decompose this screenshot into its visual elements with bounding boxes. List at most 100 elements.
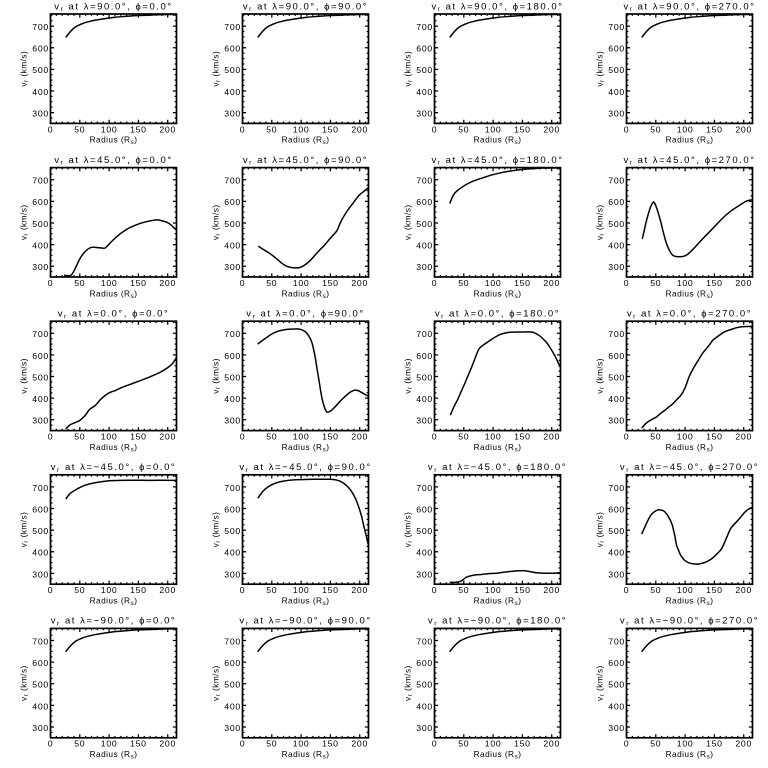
svg-text:700: 700 [416,636,433,646]
svg-text:300: 300 [416,109,433,119]
svg-text:700: 700 [32,329,49,339]
svg-text:0: 0 [48,585,54,595]
svg-text:150: 150 [706,278,723,288]
svg-text:0: 0 [624,124,630,134]
svg-text:400: 400 [416,701,433,711]
svg-text:vr (km/s): vr (km/s) [211,512,223,548]
svg-text:300: 300 [416,723,433,733]
svg-text:500: 500 [32,372,49,382]
svg-text:150: 150 [514,432,531,442]
svg-text:300: 300 [416,262,433,272]
svg-text:300: 300 [32,569,49,579]
svg-text:500: 500 [608,372,625,382]
svg-text:300: 300 [32,109,49,119]
svg-text:50: 50 [650,432,661,442]
svg-text:700: 700 [224,329,241,339]
svg-text:200: 200 [735,432,752,442]
svg-text:400: 400 [32,394,49,404]
svg-text:300: 300 [32,416,49,426]
svg-text:vr (km/s): vr (km/s) [403,665,415,701]
svg-text:100: 100 [293,739,310,749]
svg-text:400: 400 [224,394,241,404]
svg-text:300: 300 [608,569,625,579]
svg-text:Radius (Rs): Radius (Rs) [666,596,714,608]
svg-text:500: 500 [608,680,625,690]
svg-text:200: 200 [735,585,752,595]
svg-text:Radius (Rs): Radius (Rs) [666,749,714,761]
svg-text:150: 150 [130,124,147,134]
svg-text:700: 700 [224,176,241,186]
svg-text:300: 300 [416,416,433,426]
svg-text:600: 600 [224,351,241,361]
svg-text:0: 0 [432,739,438,749]
svg-text:500: 500 [416,65,433,75]
svg-text:vr (km/s): vr (km/s) [595,512,607,548]
svg-text:Radius (Rs): Radius (Rs) [666,288,714,300]
svg-text:vr at λ=−90.0°, ϕ=270.0°: vr at λ=−90.0°, ϕ=270.0° [620,616,759,628]
svg-text:200: 200 [159,124,176,134]
svg-text:700: 700 [32,176,49,186]
svg-text:50: 50 [650,278,661,288]
svg-text:300: 300 [608,262,625,272]
svg-text:vr at λ=90.0°, ϕ=90.0°: vr at λ=90.0°, ϕ=90.0° [243,1,368,13]
svg-text:50: 50 [458,585,469,595]
svg-text:700: 700 [608,636,625,646]
svg-text:100: 100 [101,124,118,134]
svg-text:600: 600 [608,44,625,54]
svg-text:100: 100 [101,278,118,288]
svg-text:Radius (Rs): Radius (Rs) [666,135,714,147]
svg-text:400: 400 [32,241,49,251]
svg-text:Radius (Rs): Radius (Rs) [474,749,522,761]
svg-text:100: 100 [677,432,694,442]
svg-text:100: 100 [485,432,502,442]
svg-text:700: 700 [224,22,241,32]
svg-text:300: 300 [608,416,625,426]
svg-text:vr (km/s): vr (km/s) [211,204,223,240]
svg-text:0: 0 [240,124,246,134]
svg-text:vr (km/s): vr (km/s) [211,665,223,701]
svg-text:vr at λ=45.0°, ϕ=270.0°: vr at λ=45.0°, ϕ=270.0° [623,155,755,167]
svg-text:vr at λ=−45.0°, ϕ=0.0°: vr at λ=−45.0°, ϕ=0.0° [51,462,177,474]
svg-text:50: 50 [74,124,85,134]
svg-text:700: 700 [224,636,241,646]
svg-text:400: 400 [32,701,49,711]
svg-text:Radius (Rs): Radius (Rs) [90,288,138,300]
svg-text:Radius (Rs): Radius (Rs) [282,442,330,454]
svg-text:Radius (Rs): Radius (Rs) [666,442,714,454]
svg-text:vr at λ=45.0°, ϕ=0.0°: vr at λ=45.0°, ϕ=0.0° [54,155,172,167]
svg-text:150: 150 [706,432,723,442]
svg-text:100: 100 [485,124,502,134]
svg-text:Radius (Rs): Radius (Rs) [474,596,522,608]
svg-text:50: 50 [74,432,85,442]
svg-text:vr (km/s): vr (km/s) [19,512,31,548]
svg-text:vr (km/s): vr (km/s) [211,358,223,394]
svg-text:150: 150 [130,278,147,288]
svg-text:150: 150 [322,432,339,442]
svg-text:200: 200 [735,124,752,134]
svg-text:200: 200 [735,739,752,749]
svg-text:500: 500 [608,65,625,75]
svg-text:200: 200 [351,739,368,749]
svg-text:0: 0 [432,124,438,134]
svg-text:50: 50 [74,278,85,288]
svg-text:vr (km/s): vr (km/s) [403,204,415,240]
svg-text:50: 50 [266,585,277,595]
svg-text:600: 600 [224,197,241,207]
svg-text:600: 600 [32,504,49,514]
svg-text:Radius (Rs): Radius (Rs) [282,288,330,300]
svg-text:0: 0 [48,278,54,288]
svg-text:150: 150 [322,585,339,595]
svg-text:50: 50 [266,124,277,134]
svg-text:200: 200 [543,278,560,288]
svg-text:600: 600 [416,504,433,514]
svg-text:vr at λ=−90.0°, ϕ=180.0°: vr at λ=−90.0°, ϕ=180.0° [428,616,567,628]
svg-text:500: 500 [32,65,49,75]
svg-text:100: 100 [485,278,502,288]
svg-text:400: 400 [608,701,625,711]
svg-text:100: 100 [101,432,118,442]
svg-text:50: 50 [650,585,661,595]
svg-text:0: 0 [48,739,54,749]
svg-text:0: 0 [432,278,438,288]
svg-text:Radius (Rs): Radius (Rs) [474,288,522,300]
svg-text:500: 500 [224,526,241,536]
